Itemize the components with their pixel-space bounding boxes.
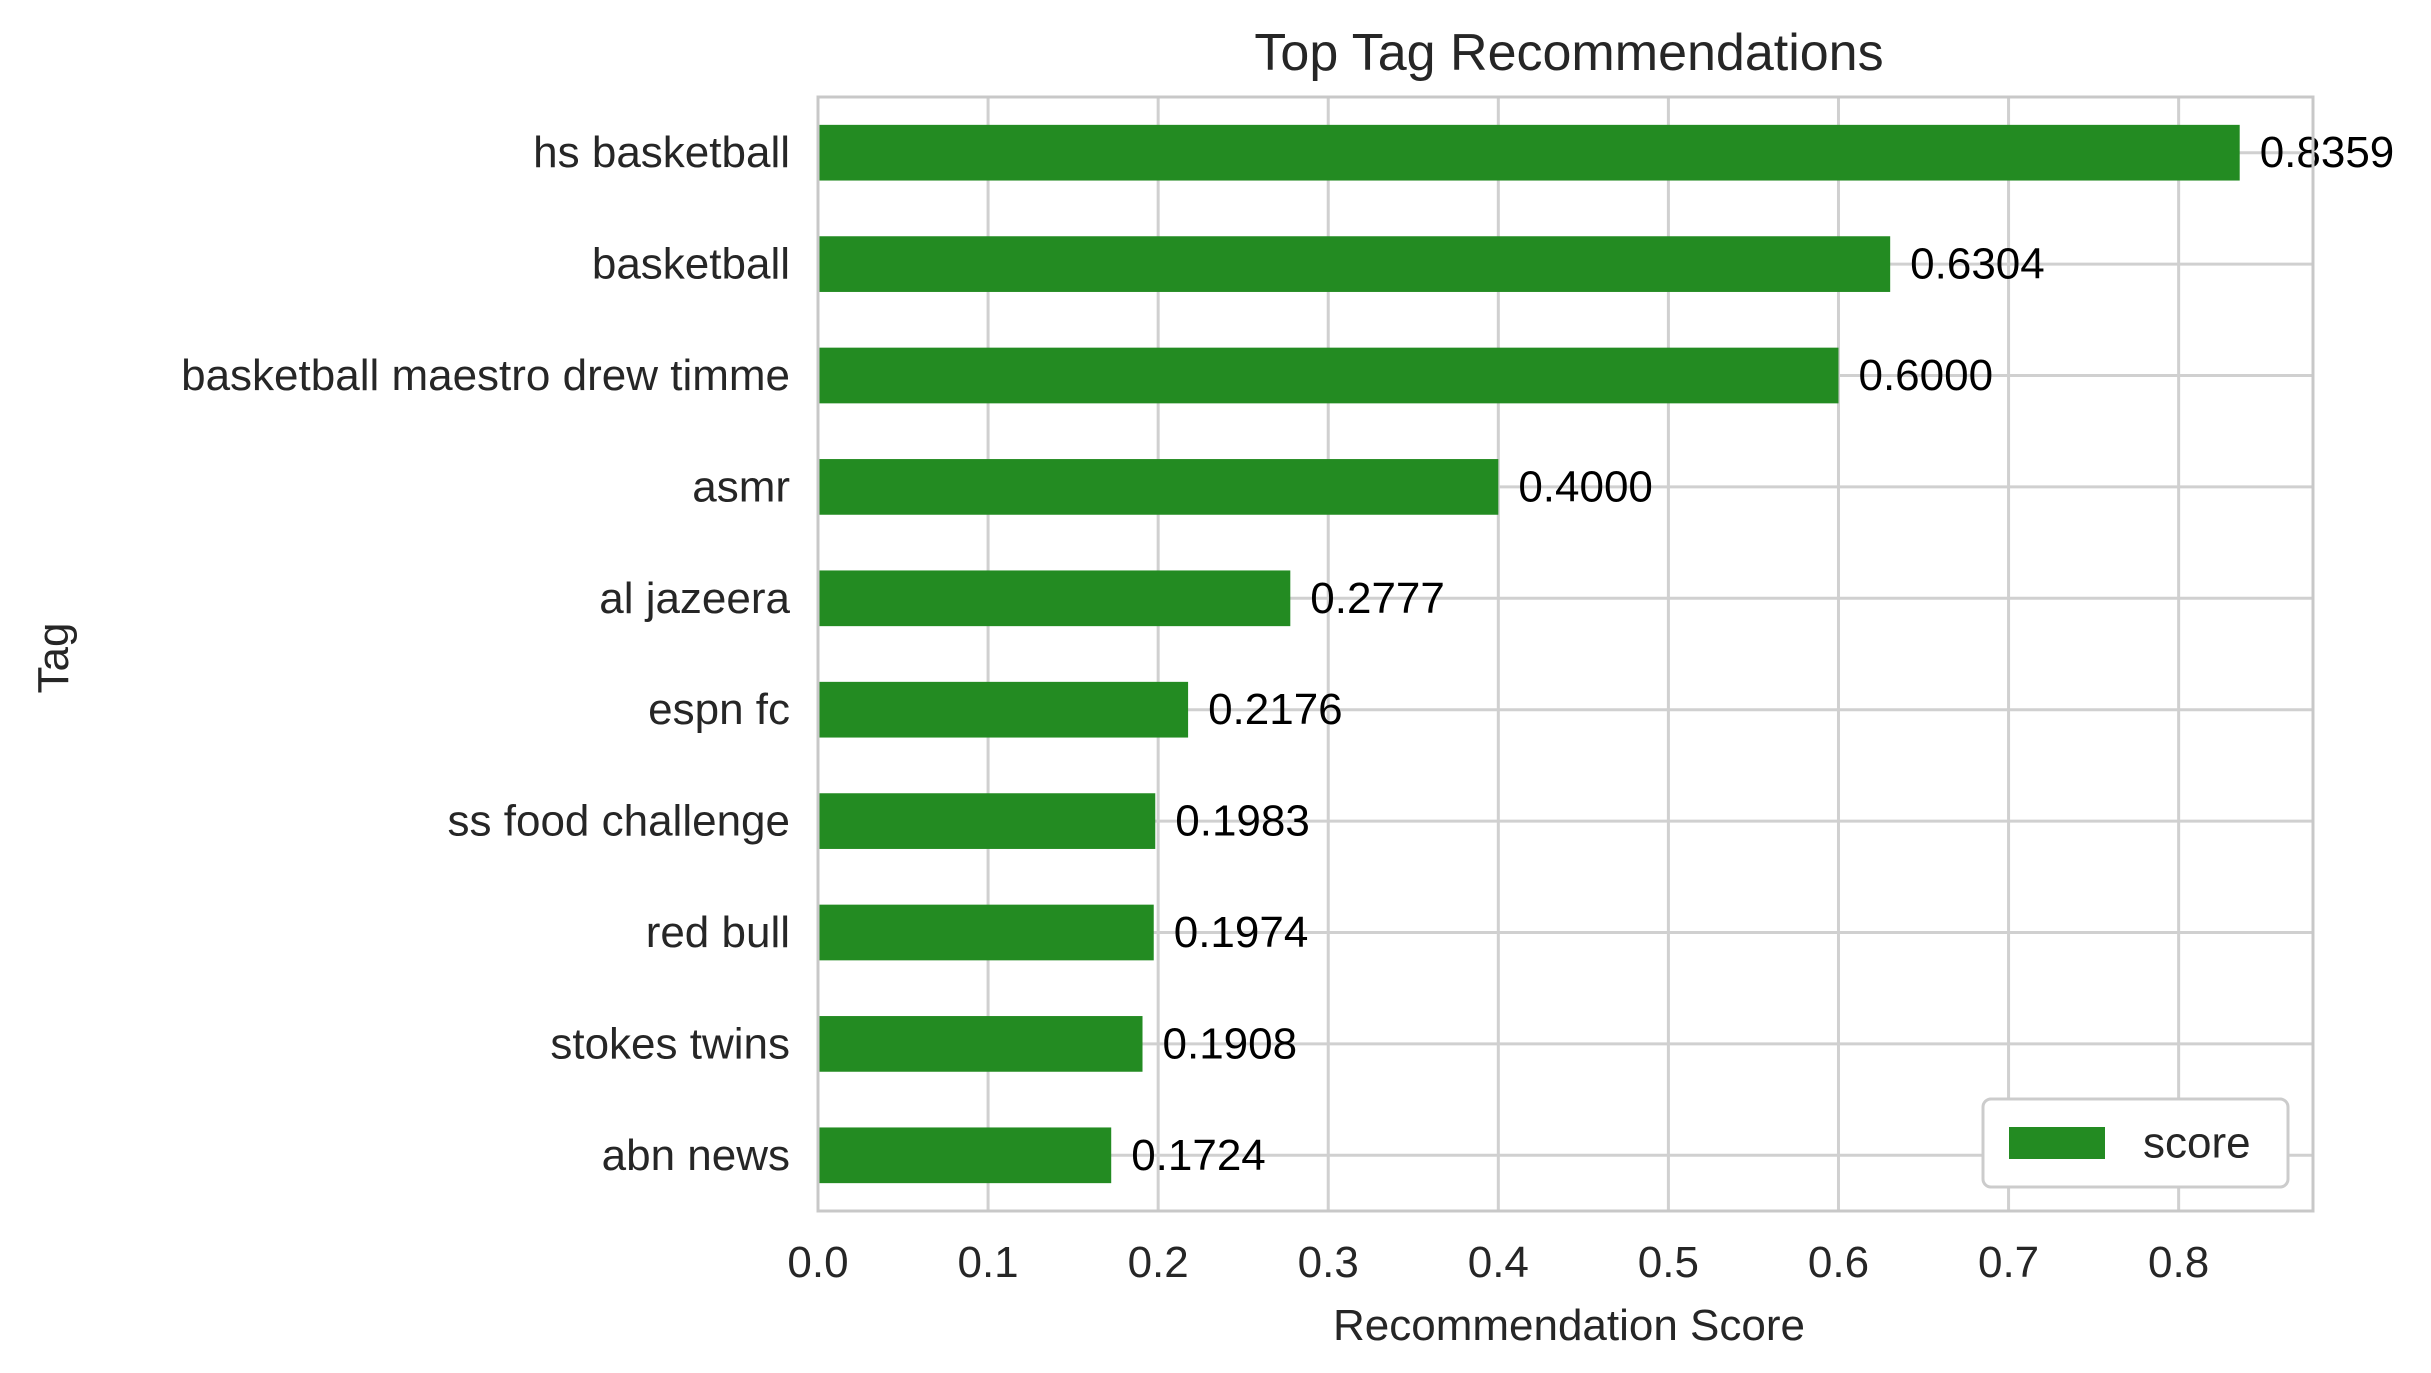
- y-tick-label: red bull: [646, 908, 790, 957]
- x-axis-label: Recommendation Score: [1333, 1301, 1805, 1350]
- data-label: 0.2176: [1208, 685, 1343, 734]
- bar: [818, 236, 1891, 292]
- data-labels: 0.8359 0.6304 0.6000 0.4000 0.2777 0.2176 0.19…: [1131, 128, 2394, 1180]
- x-tick-label: 0.2: [1128, 1238, 1189, 1287]
- bar: [818, 904, 1154, 961]
- data-label: 0.6304: [1910, 240, 2045, 289]
- bar: [818, 459, 1499, 515]
- data-label: 0.4000: [1518, 462, 1653, 511]
- bar: [818, 681, 1189, 738]
- bar: [818, 793, 1156, 849]
- y-tick-label: asmr: [692, 462, 790, 511]
- x-tick-label: 0.6: [1808, 1238, 1869, 1287]
- bars: [818, 124, 2240, 1184]
- y-tick-label: abn news: [602, 1131, 790, 1180]
- y-tick-label: ss food challenge: [448, 797, 790, 846]
- y-axis-label: Tag: [29, 623, 78, 694]
- bar: [818, 1016, 1143, 1072]
- y-tick-label: basketball maestro drew timme: [181, 351, 790, 400]
- legend: score: [1981, 1097, 2290, 1189]
- x-axis-ticks: 0.0 0.1 0.2 0.3 0.4 0.5 0.6 0.7 0.8: [787, 1238, 2209, 1287]
- legend-swatch: [2009, 1127, 2105, 1159]
- data-label: 0.6000: [1858, 351, 1993, 400]
- data-label: 0.1908: [1163, 1019, 1298, 1068]
- data-label: 0.1983: [1175, 797, 1310, 846]
- bar: [818, 1127, 1112, 1184]
- y-axis-ticks: hs basketball basketball basketball maestr…: [181, 128, 790, 1180]
- chart-title: Top Tag Recommendations: [1254, 24, 1883, 82]
- y-tick-label: stokes twins: [550, 1019, 790, 1068]
- y-tick-label: basketball: [592, 240, 790, 289]
- x-tick-label: 0.5: [1638, 1238, 1699, 1287]
- y-tick-label: espn fc: [648, 685, 790, 734]
- x-tick-label: 0.8: [2148, 1238, 2209, 1287]
- bar: [818, 124, 2240, 181]
- x-tick-label: 0.1: [957, 1238, 1018, 1287]
- legend-label-score: score: [2143, 1119, 2251, 1168]
- legend-box: [1981, 1097, 2290, 1189]
- x-tick-label: 0.4: [1468, 1238, 1529, 1287]
- bar: [818, 347, 1839, 404]
- x-tick-label: 0.3: [1298, 1238, 1359, 1287]
- y-tick-label: al jazeera: [599, 574, 790, 623]
- data-label: 0.1724: [1131, 1131, 1266, 1180]
- data-label: 0.8359: [2260, 128, 2395, 177]
- data-label: 0.1974: [1174, 908, 1309, 957]
- data-label: 0.2777: [1310, 574, 1445, 623]
- x-tick-label: 0.0: [787, 1238, 848, 1287]
- bar: [818, 570, 1291, 627]
- x-tick-label: 0.7: [1978, 1238, 2039, 1287]
- y-tick-label: hs basketball: [533, 128, 790, 177]
- plot-frame: [816, 95, 2315, 1213]
